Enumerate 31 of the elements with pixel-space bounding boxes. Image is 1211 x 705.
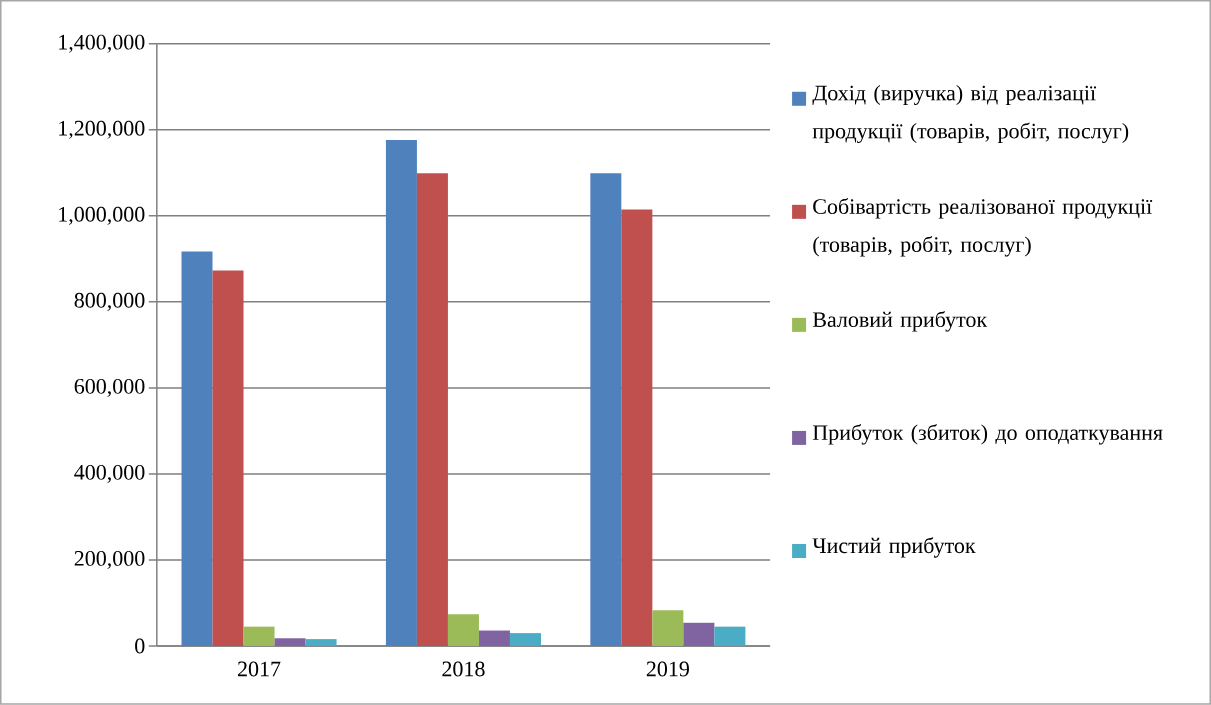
y-tick-label: 1,000,000: [59, 206, 145, 225]
y-tick-label: 1,200,000: [59, 120, 145, 139]
bar: [447, 614, 479, 647]
y-tick-label: 1,400,000: [59, 34, 145, 53]
y-tick-label: 600,000: [74, 379, 145, 398]
y-tick-label: 400,000: [74, 465, 145, 484]
bar: [305, 639, 337, 647]
bar: [385, 140, 417, 647]
bar: [274, 638, 306, 647]
bar: [652, 610, 684, 647]
bar: [621, 209, 653, 647]
y-tick-label: 800,000: [74, 292, 145, 311]
bar: [212, 270, 244, 647]
bar: [714, 626, 746, 647]
x-tick-label: 2018: [442, 661, 485, 677]
x-tick-label: 2017: [237, 661, 281, 677]
legend-label: Прибуток (збиток) до оподаткування: [812, 424, 1163, 445]
legend-label: Валовий прибуток: [812, 311, 988, 332]
legend-label: Собівартість реалізованої продукції (товарів, робіт, послуг): [813, 198, 1153, 257]
bar: [683, 622, 715, 647]
bar: [509, 633, 541, 647]
bar: [243, 626, 275, 647]
y-tick-label: 200,000: [74, 551, 145, 570]
bar: [590, 173, 622, 647]
legend-label: Дохід (виручка) від реалізації продукції (товарів, робіт, послуг): [812, 85, 1129, 144]
y-tick-label: 0: [135, 638, 145, 654]
bar: [478, 630, 510, 647]
bar: [181, 251, 213, 647]
x-tick-label: 2019: [646, 661, 689, 677]
legend-label: Чистий прибуток: [812, 537, 976, 558]
bar: [416, 173, 448, 647]
